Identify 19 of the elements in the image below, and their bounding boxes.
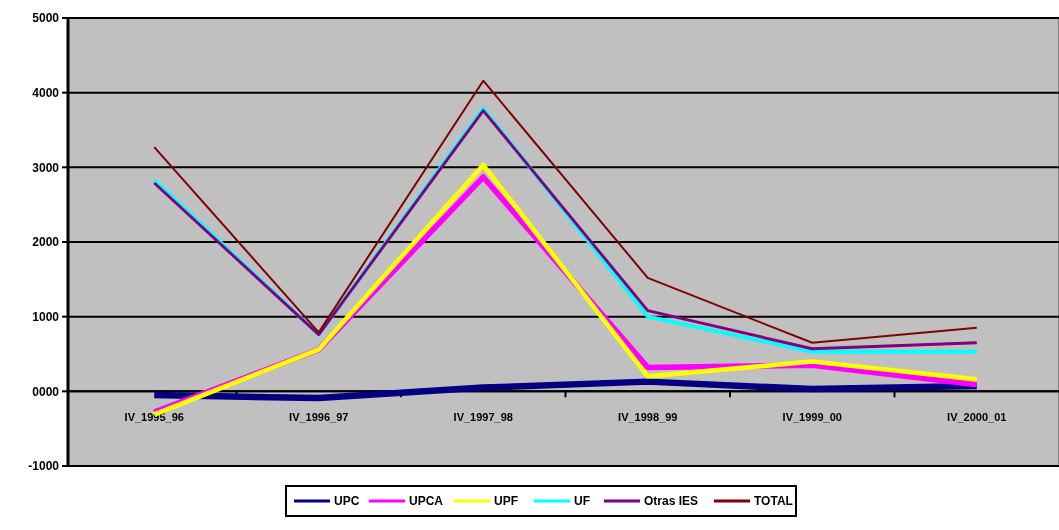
y-tick-label: 4000	[32, 85, 60, 100]
y-tick-label: -1000	[28, 459, 60, 474]
x-tick-label: IV_1997_98	[453, 411, 513, 424]
legend-label: UPCA	[409, 494, 444, 509]
legend-label: TOTAL	[754, 494, 793, 509]
legend-label: UPF	[494, 494, 518, 509]
legend-label: UPC	[334, 494, 360, 509]
y-tick-label: 5000	[32, 11, 60, 26]
x-tick-label: IV_1995_96	[124, 411, 184, 424]
legend-label: Otras IES	[644, 494, 699, 509]
legend-label: UF	[574, 494, 590, 509]
x-tick-label: IV_1998_99	[618, 411, 678, 424]
y-tick-label: 2000	[32, 235, 60, 250]
y-tick-label: 1000	[32, 309, 60, 324]
y-tick-label: 0000	[32, 384, 60, 399]
y-tick-label: 3000	[32, 160, 60, 175]
x-tick-label: IV_2000_01	[947, 411, 1007, 424]
x-tick-label: IV_1999_00	[782, 411, 842, 424]
x-tick-label: IV_1996_97	[289, 411, 349, 424]
